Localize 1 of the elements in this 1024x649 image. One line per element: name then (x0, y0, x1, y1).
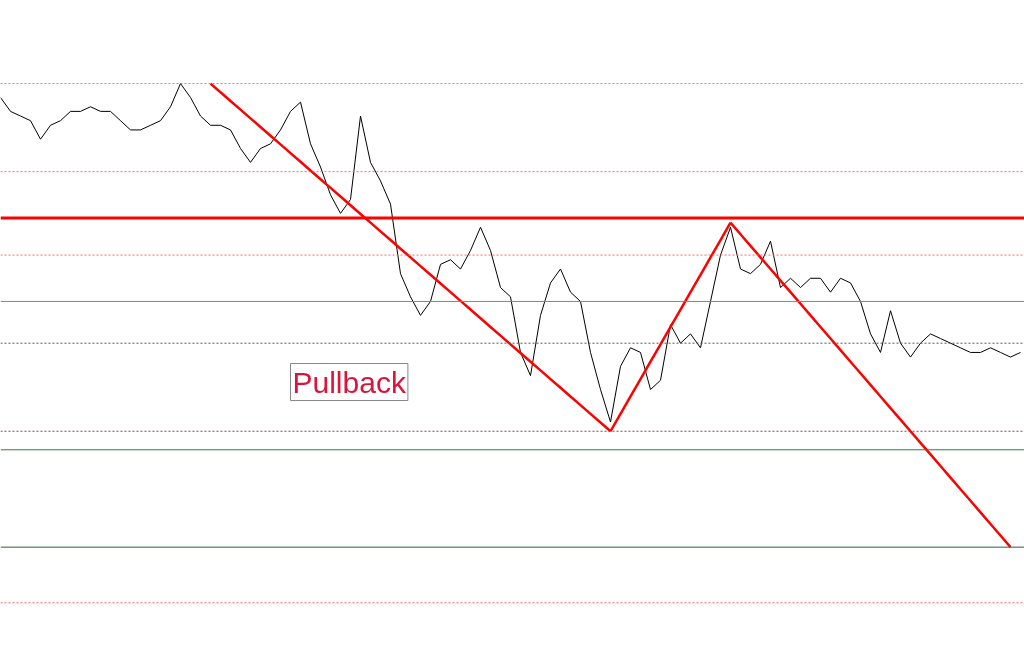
annotation: Pullback (292, 365, 407, 399)
